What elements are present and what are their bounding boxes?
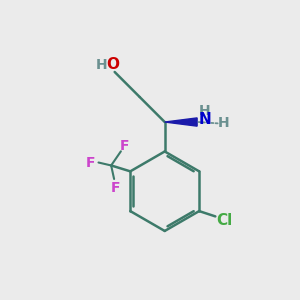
Text: H: H xyxy=(96,58,107,72)
Text: O: O xyxy=(107,57,120,72)
Text: Cl: Cl xyxy=(217,213,233,228)
Text: H: H xyxy=(199,104,210,118)
Text: N: N xyxy=(199,112,212,128)
Text: F: F xyxy=(86,155,95,170)
Polygon shape xyxy=(165,118,197,126)
Text: F: F xyxy=(120,139,130,153)
Text: H: H xyxy=(218,116,230,130)
Text: F: F xyxy=(111,181,120,195)
